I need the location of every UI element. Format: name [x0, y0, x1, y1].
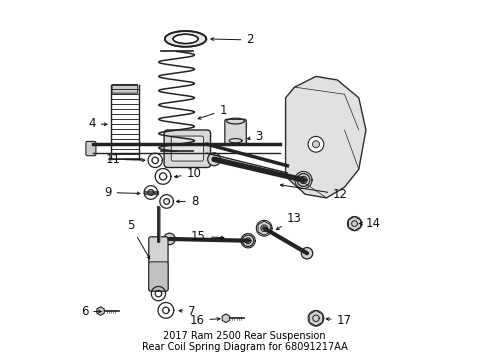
Polygon shape — [285, 76, 365, 198]
Text: 10: 10 — [174, 167, 201, 180]
Circle shape — [258, 222, 269, 234]
Text: 12: 12 — [280, 184, 347, 201]
Text: 16: 16 — [189, 314, 220, 327]
FancyBboxPatch shape — [86, 141, 96, 156]
Text: 17: 17 — [325, 314, 351, 327]
FancyBboxPatch shape — [112, 85, 138, 93]
Text: 15: 15 — [191, 230, 224, 243]
FancyBboxPatch shape — [148, 262, 168, 291]
Circle shape — [296, 174, 309, 186]
Polygon shape — [173, 34, 198, 44]
Text: 5: 5 — [127, 219, 149, 259]
Polygon shape — [222, 314, 229, 323]
FancyBboxPatch shape — [148, 237, 168, 291]
Text: 9: 9 — [104, 186, 140, 199]
Text: 13: 13 — [276, 212, 301, 230]
FancyBboxPatch shape — [171, 136, 203, 161]
FancyBboxPatch shape — [164, 130, 210, 167]
Text: 3: 3 — [247, 130, 262, 143]
Polygon shape — [258, 221, 270, 235]
Text: 4: 4 — [88, 117, 107, 130]
Text: 7: 7 — [179, 305, 195, 318]
Text: 8: 8 — [176, 195, 198, 208]
Circle shape — [163, 233, 175, 245]
Polygon shape — [164, 31, 206, 47]
Polygon shape — [347, 216, 360, 231]
Polygon shape — [97, 307, 104, 315]
Text: 1: 1 — [198, 104, 226, 119]
Text: 14: 14 — [359, 217, 380, 230]
Text: 2017 Ram 2500 Rear Suspension
Rear Coil Spring Diagram for 68091217AA: 2017 Ram 2500 Rear Suspension Rear Coil … — [142, 330, 346, 352]
Text: 11: 11 — [105, 153, 144, 166]
Circle shape — [301, 248, 312, 259]
Circle shape — [242, 235, 253, 247]
Circle shape — [312, 141, 319, 148]
Text: 2: 2 — [210, 33, 253, 46]
Circle shape — [207, 153, 220, 166]
Polygon shape — [308, 310, 322, 326]
Text: 6: 6 — [81, 305, 101, 318]
Circle shape — [307, 136, 323, 152]
FancyBboxPatch shape — [224, 119, 246, 144]
